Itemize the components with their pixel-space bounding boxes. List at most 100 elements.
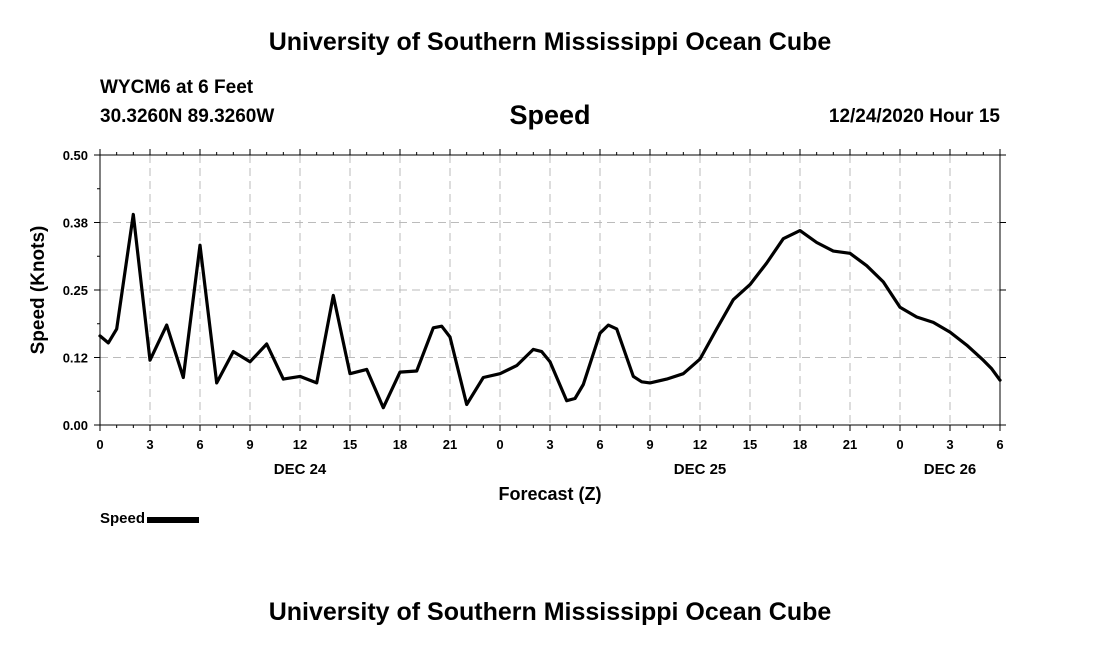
data-point <box>541 350 543 353</box>
legend-label: Speed <box>100 510 146 527</box>
data-point <box>616 328 618 330</box>
x-tick-label: 0 <box>896 437 903 452</box>
data-point <box>866 265 868 267</box>
data-point <box>332 294 334 296</box>
x-tick-label: 0 <box>496 437 503 452</box>
data-point <box>641 381 643 383</box>
chart-title: Speed <box>509 100 591 130</box>
data-point <box>916 316 918 318</box>
data-point <box>566 400 568 402</box>
y-tick-label: 0.00 <box>63 418 88 433</box>
data-point <box>382 407 384 409</box>
data-point <box>574 397 576 400</box>
data-point <box>232 350 234 353</box>
x-tick-label: 21 <box>843 437 857 452</box>
x-tick-label: 21 <box>443 437 457 452</box>
plot-frame <box>99 154 1001 426</box>
data-point <box>349 373 351 375</box>
x-tick-label: 3 <box>146 437 153 452</box>
x-tick-label: 12 <box>293 437 307 452</box>
day-label: DEC 26 <box>924 461 977 478</box>
x-tick-label: 0 <box>96 437 103 452</box>
data-point <box>199 244 201 246</box>
data-point <box>516 365 518 367</box>
data-point <box>582 383 584 386</box>
data-point <box>182 376 184 379</box>
legend: Speed <box>100 510 200 527</box>
data-point <box>266 343 268 345</box>
y-axis-title: Speed (Knots) <box>28 226 49 355</box>
chart-header-title: University of Southern Mississippi Ocean… <box>268 28 832 56</box>
x-tick-label: 15 <box>343 437 357 452</box>
data-point <box>799 230 801 232</box>
data-point <box>432 327 434 329</box>
data-point <box>532 348 534 350</box>
data-point <box>316 382 318 384</box>
data-point <box>982 359 984 361</box>
data-point <box>999 379 1001 381</box>
data-point <box>649 382 651 384</box>
data-point <box>766 262 768 264</box>
chart-footer-title: University of Southern Mississippi Ocean… <box>268 598 832 626</box>
day-label: DEC 25 <box>674 461 727 478</box>
data-point <box>599 332 601 334</box>
x-tick-label: 18 <box>393 437 407 452</box>
y-tick-label: 0.25 <box>63 283 88 298</box>
legend-line-swatch <box>147 517 200 523</box>
x-tick-label: 6 <box>196 437 203 452</box>
forecast-datetime: 12/24/2020 Hour 15 <box>828 106 1000 127</box>
data-point <box>132 213 134 215</box>
series-line-speed <box>98 212 1002 410</box>
day-label: DEC 24 <box>274 461 327 478</box>
data-point <box>99 335 101 337</box>
data-point <box>966 344 968 346</box>
data-point <box>732 299 734 301</box>
data-point <box>299 375 301 377</box>
data-point <box>949 331 951 333</box>
data-point <box>399 371 401 373</box>
data-point <box>366 368 368 370</box>
y-tick-label: 0.50 <box>63 148 88 163</box>
x-tick-label: 3 <box>946 437 953 452</box>
data-point <box>899 306 901 308</box>
data-point <box>116 328 118 330</box>
data-point <box>782 238 784 240</box>
data-point <box>482 376 484 379</box>
data-point <box>282 378 284 380</box>
x-tick-label: 3 <box>546 437 553 452</box>
x-tick-label: 9 <box>646 437 653 452</box>
data-point <box>466 403 468 406</box>
y-tick-label: 0.12 <box>63 351 88 366</box>
x-tick-label: 15 <box>743 437 757 452</box>
data-point <box>249 361 251 363</box>
data-point <box>991 368 993 370</box>
data-point <box>816 241 818 244</box>
data-point <box>716 328 718 330</box>
data-point <box>882 281 884 283</box>
x-tick-label: 6 <box>596 437 603 452</box>
x-tick-label: 9 <box>246 437 253 452</box>
station-label: WYCM6 at 6 Feet <box>100 77 254 98</box>
data-point <box>607 324 609 326</box>
data-point <box>449 336 451 338</box>
data-point <box>549 361 551 363</box>
data-point <box>632 375 634 377</box>
data-point <box>666 378 668 380</box>
data-point <box>849 252 851 254</box>
x-tick-label: 12 <box>693 437 707 452</box>
x-tick-label: 6 <box>996 437 1003 452</box>
data-point <box>499 373 501 375</box>
x-axis-title: Forecast (Z) <box>498 484 601 504</box>
data-point <box>441 325 443 327</box>
data-point <box>832 250 834 252</box>
y-tick-label: 0.38 <box>63 216 88 231</box>
x-tick-label: 18 <box>793 437 807 452</box>
station-coordinates: 30.3260N 89.3260W <box>100 106 275 127</box>
data-point <box>216 382 218 384</box>
data-point <box>932 321 934 323</box>
data-point <box>107 342 109 344</box>
data-point <box>699 358 701 360</box>
data-point <box>749 284 751 286</box>
data-point <box>149 359 151 361</box>
